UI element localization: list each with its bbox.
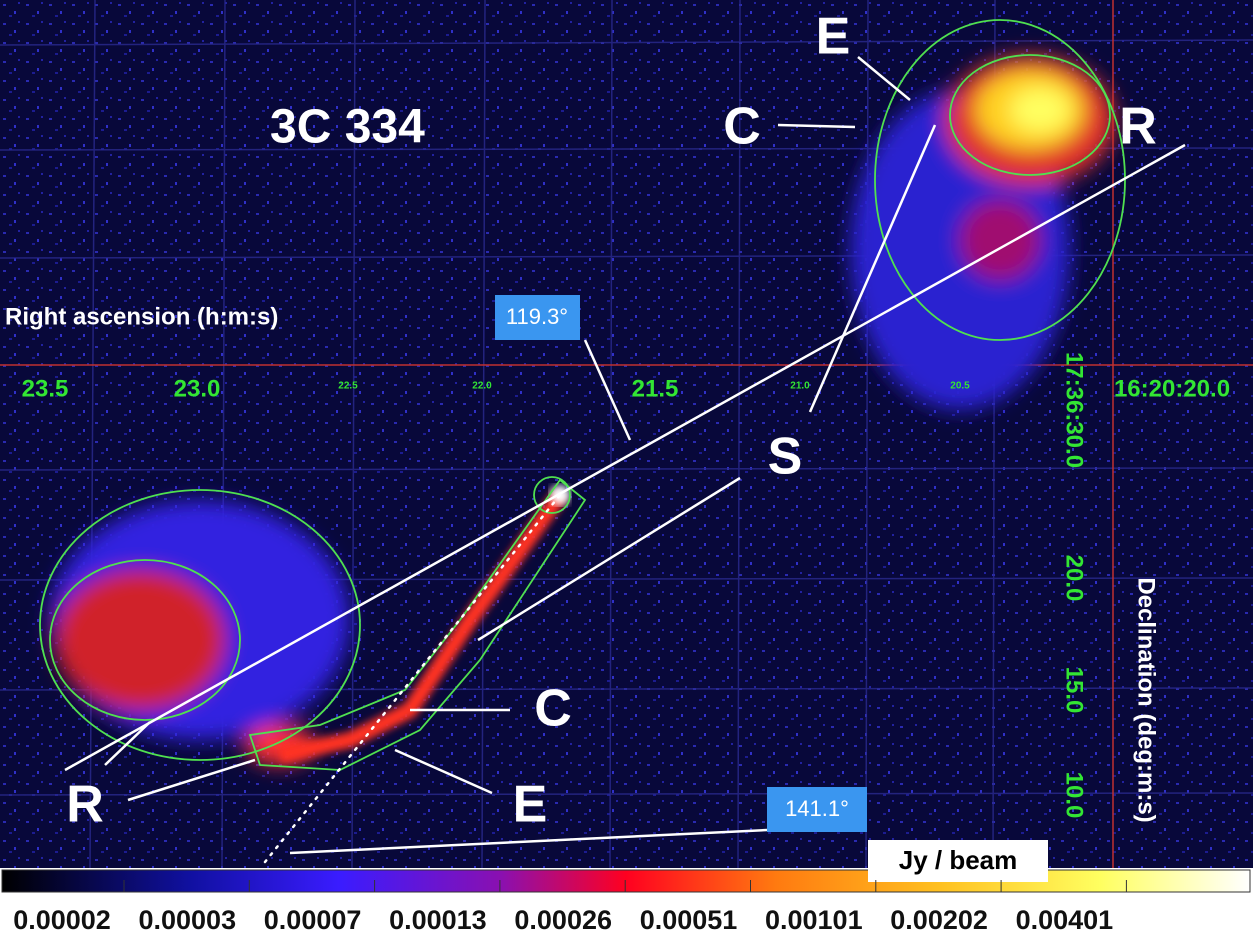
colorbar-tick-label: 0.00013 (389, 905, 487, 935)
y-axis-label: Declination (deg:m:s) (1133, 577, 1160, 822)
colorbar-tick-label: 0.00026 (514, 905, 612, 935)
angle-label: 141.1° (785, 796, 849, 821)
angle-label: 119.3° (506, 304, 568, 329)
region-label: S (768, 428, 803, 486)
region-label: E (816, 8, 851, 66)
colorbar-label-box (868, 840, 1048, 882)
radio-map (0, 0, 1253, 869)
dec-tick-label: 10.0 (1061, 772, 1088, 819)
angle-box (767, 787, 867, 832)
colorbar-label: Jy / beam (899, 845, 1018, 875)
dec-tick-label: 17:36:30.0 (1061, 352, 1088, 468)
region-label: C (723, 98, 761, 156)
ra-tick-label: 16:20:20.0 (1114, 375, 1230, 402)
annotations (64, 56, 1186, 864)
title: 3C 334 (270, 101, 425, 154)
ra-tick-label: 23.5 (22, 375, 69, 402)
colorbar-tick-label: 0.00202 (890, 905, 988, 935)
colorbar (1, 869, 1251, 893)
ra-tick-label: 23.0 (174, 375, 221, 402)
angle-box (495, 295, 580, 340)
x-axis-label: Right ascension (h:m:s) (5, 303, 278, 330)
colorbar-tick-label: 0.00401 (1016, 905, 1114, 935)
colorbar-tick-label: 0.00002 (13, 905, 111, 935)
ra-tick-label: 22.0 (472, 381, 492, 392)
colorbar-tick-label: 0.00051 (640, 905, 738, 935)
dec-tick-label: 20.0 (1061, 555, 1088, 602)
colorbar-tick-label: 0.00007 (264, 905, 362, 935)
ra-tick-label: 22.5 (338, 381, 358, 392)
region-label: R (1119, 98, 1157, 156)
colorbar-tick-label: 0.00101 (765, 905, 863, 935)
ra-tick-label: 21.0 (790, 381, 810, 392)
dec-tick-label: 15.0 (1061, 667, 1088, 714)
region-label: E (513, 776, 548, 834)
region-label: C (534, 680, 572, 738)
ra-tick-label: 21.5 (632, 375, 679, 402)
colorbar-tick-label: 0.00003 (138, 905, 236, 935)
region-label: R (66, 776, 104, 834)
ra-tick-label: 20.5 (950, 381, 970, 392)
